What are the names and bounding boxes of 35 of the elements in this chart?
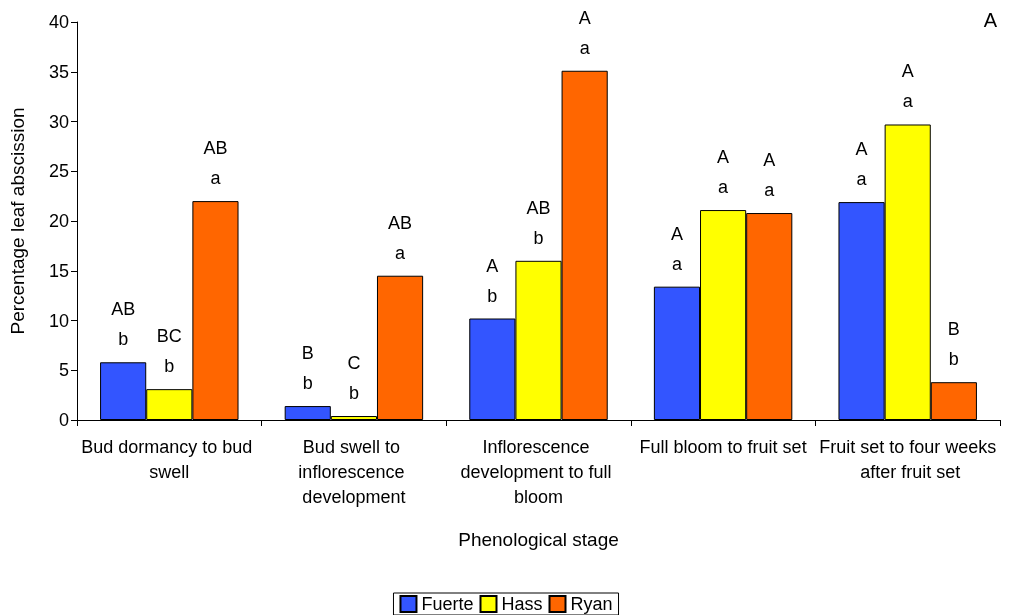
data-label: AB b bbox=[111, 299, 136, 350]
legend-label: Ryan bbox=[570, 594, 613, 614]
data-label: A a bbox=[717, 147, 730, 198]
data-label: A a bbox=[670, 223, 683, 274]
data-label: AB a bbox=[388, 212, 413, 263]
data-label: A a bbox=[578, 7, 591, 58]
data-label: A a bbox=[855, 139, 868, 190]
x-tick-label: Fruit set to four weeks after fruit set bbox=[819, 436, 997, 482]
annotation: A bbox=[983, 9, 998, 31]
x-tick-label: Bud swell to inflorescence development bbox=[298, 436, 410, 507]
y-tick-label: 40 bbox=[48, 12, 69, 32]
data-label: A b bbox=[486, 255, 499, 306]
data-label: AB b bbox=[526, 197, 551, 248]
y-tick-label: 0 bbox=[58, 410, 69, 430]
y-tick-label: 30 bbox=[48, 111, 69, 132]
y-tick-label: 20 bbox=[48, 211, 69, 231]
legend-label: Fuerte bbox=[421, 594, 474, 614]
y-tick-label: 10 bbox=[48, 310, 69, 331]
y-tick-label: 15 bbox=[48, 260, 69, 281]
y-tick-label: 5 bbox=[58, 360, 69, 381]
data-label: AB a bbox=[203, 138, 228, 189]
data-label: A a bbox=[763, 150, 776, 201]
data-label: BC b bbox=[156, 326, 182, 377]
y-axis-title: Percentage leaf abscission bbox=[7, 107, 28, 335]
y-tick-label: 25 bbox=[48, 161, 69, 182]
x-axis-title: Phenological stage bbox=[458, 529, 619, 550]
x-tick-label: Full bloom to fruit set bbox=[639, 436, 807, 457]
data-label: C b bbox=[347, 353, 361, 404]
data-label: B b bbox=[301, 343, 314, 394]
data-label: B b bbox=[947, 319, 960, 370]
legend-label: Hass bbox=[501, 594, 543, 614]
y-tick-label: 35 bbox=[48, 61, 69, 82]
data-label: A a bbox=[901, 61, 914, 112]
x-tick-label: Inflorescence development to full bloom bbox=[460, 436, 617, 507]
x-tick-label: Bud dormancy to bud swell bbox=[81, 436, 258, 482]
